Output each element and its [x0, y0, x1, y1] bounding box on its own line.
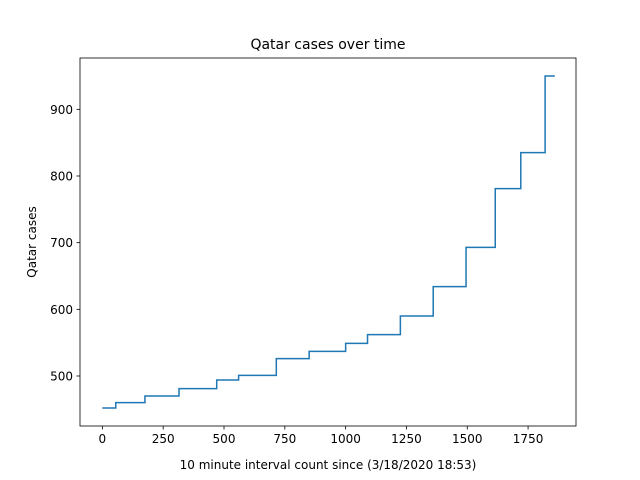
- x-tick-label: 250: [152, 432, 175, 446]
- x-tick-label: 0: [99, 432, 107, 446]
- y-tick-label: 700: [50, 236, 73, 250]
- x-tick-label: 1000: [330, 432, 361, 446]
- x-tick-label: 1250: [391, 432, 422, 446]
- y-tick-label: 600: [50, 303, 73, 317]
- axes: 0 250 500 750 1000 1250 1500 1750 500 600 700 800 90…: [50, 57, 577, 446]
- y-tick-label: 900: [50, 103, 73, 117]
- x-tick-label: 1500: [452, 432, 483, 446]
- y-axis-label: Qatar cases: [25, 206, 39, 277]
- y-tick-label: 800: [50, 170, 73, 184]
- x-tick-label: 1750: [513, 432, 544, 446]
- y-tick-label: 500: [50, 370, 73, 384]
- x-tick-label: 750: [273, 432, 296, 446]
- plot-area: [102, 75, 555, 409]
- x-axis-label: 10 minute interval count since (3/18/202…: [180, 458, 477, 472]
- x-tick-label: 500: [213, 432, 236, 446]
- chart-title: Qatar cases over time: [250, 37, 405, 53]
- plot-frame: [79, 57, 577, 427]
- series-line-0: [102, 75, 555, 409]
